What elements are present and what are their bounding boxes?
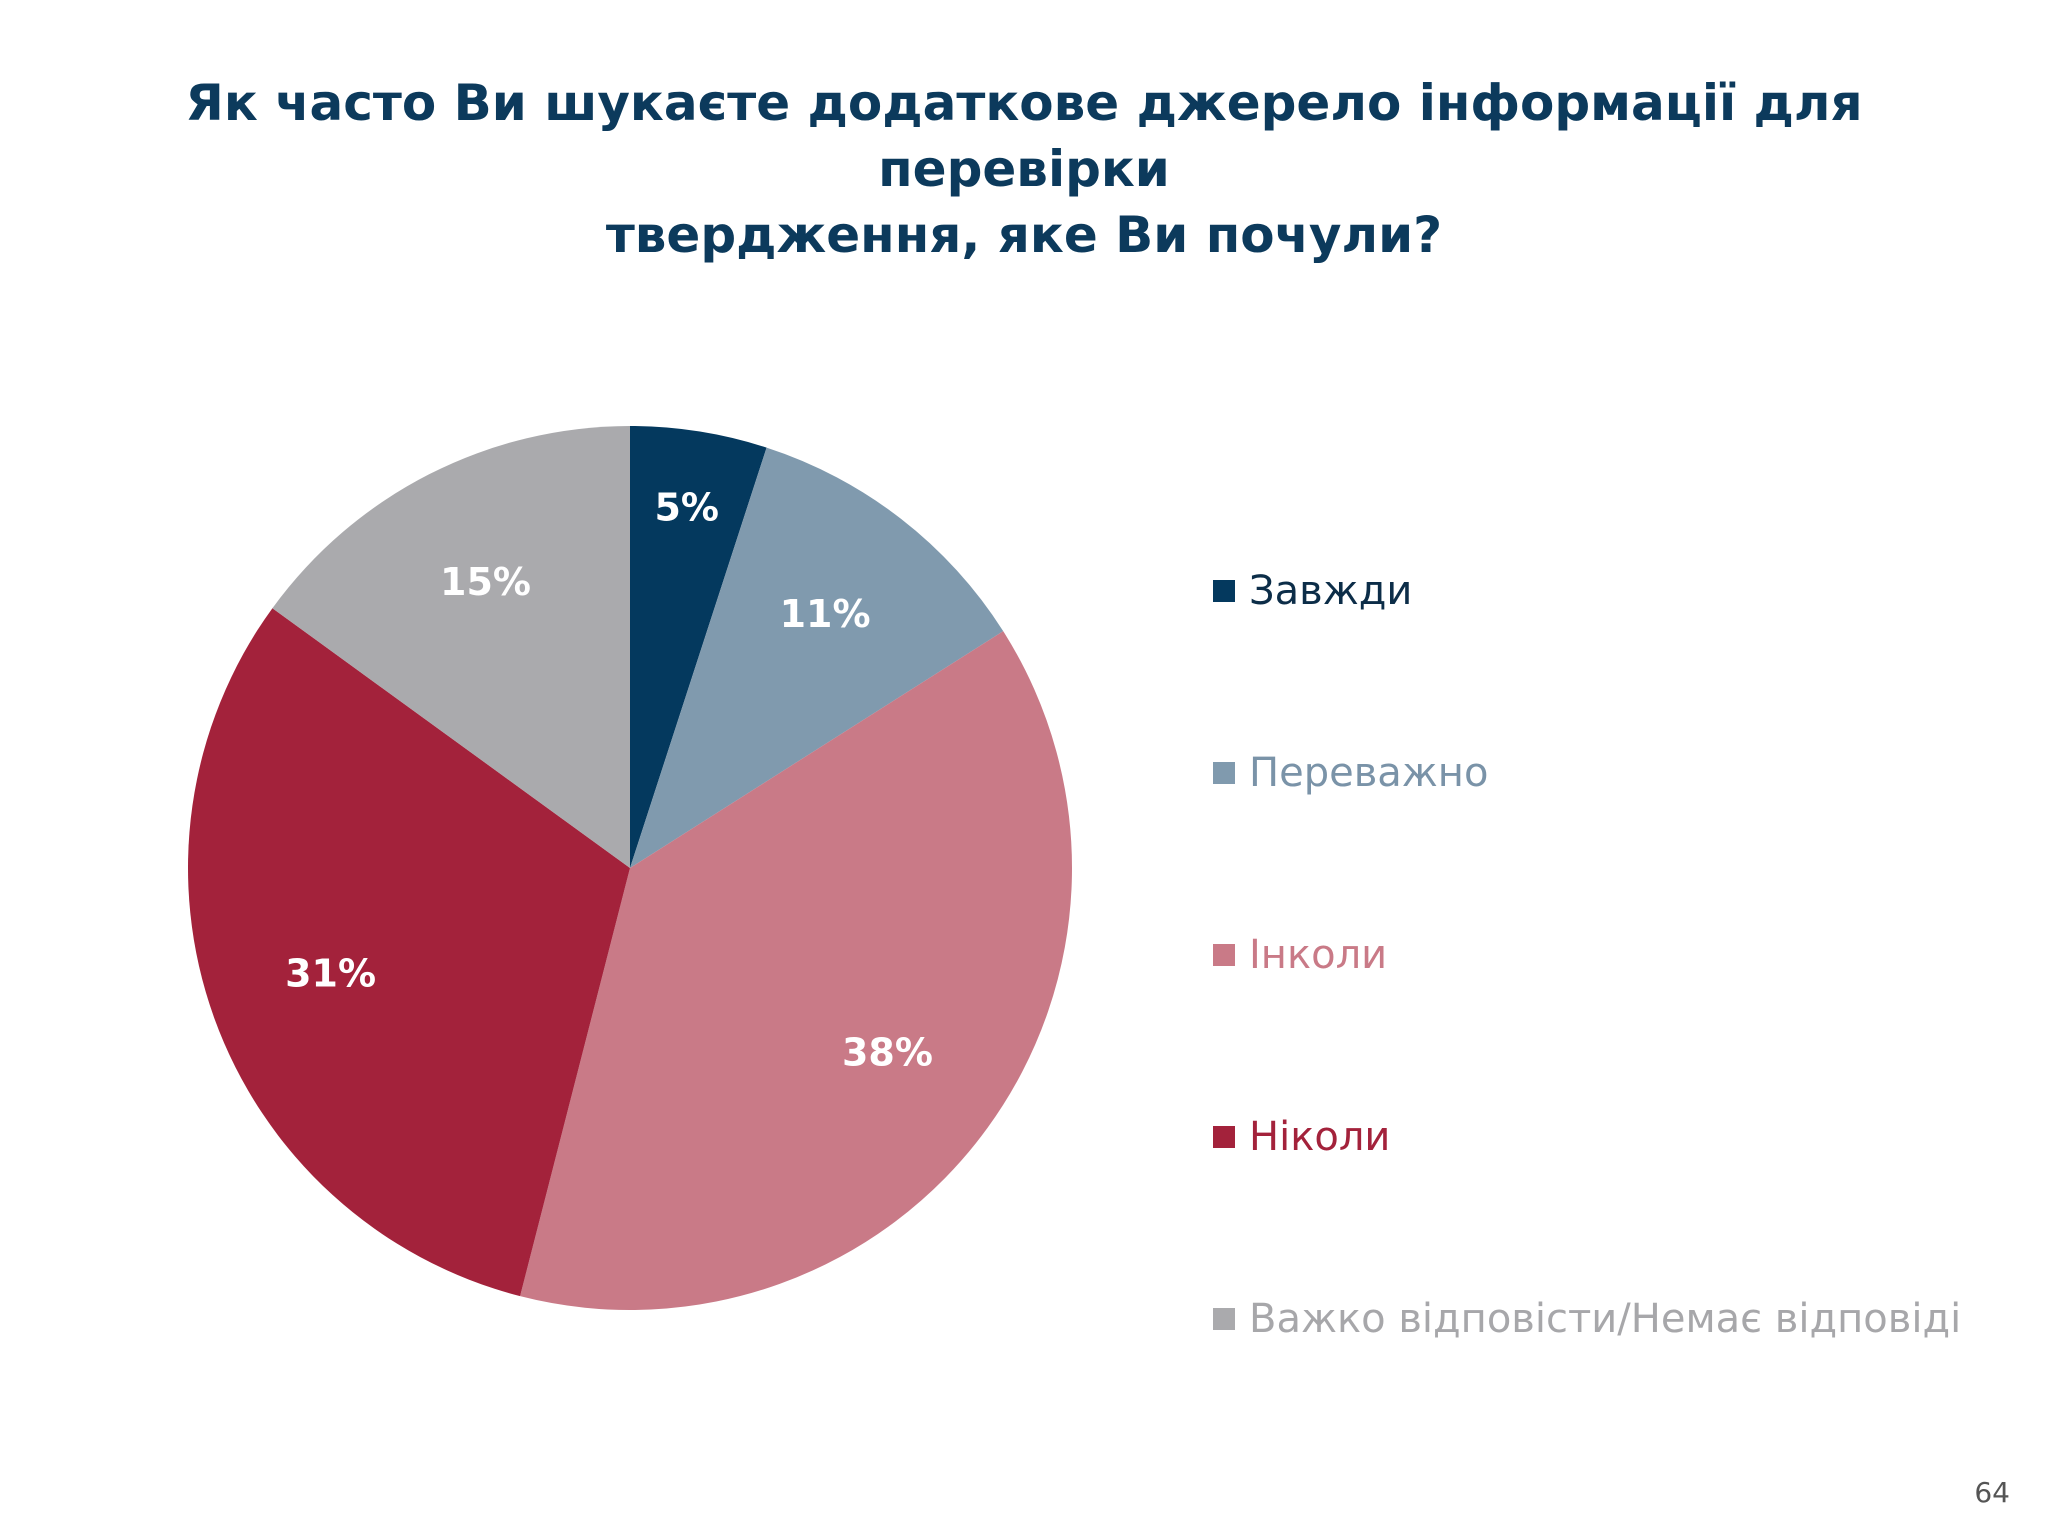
data-label-never: 31% xyxy=(285,951,376,995)
legend-swatch xyxy=(1213,944,1235,966)
data-label-hard-to-answer: 15% xyxy=(440,560,531,604)
pie-slice-mostly xyxy=(630,447,1004,868)
legend-item-always: Завжди xyxy=(1213,500,1961,682)
pie-slice-hard-to-answer xyxy=(272,426,630,868)
legend-item-mostly: Переважно xyxy=(1213,682,1961,864)
chart-title-line-2: твердження, яке Ви почули? xyxy=(605,206,1443,264)
legend-item-hard-to-answer: Важко відповісти/Немає відповіді xyxy=(1213,1228,1961,1410)
chart-title: Як часто Ви шукаєте додаткове джерело ін… xyxy=(60,70,1988,268)
data-label-always: 5% xyxy=(654,486,719,530)
data-label-sometimes: 38% xyxy=(842,1031,933,1075)
legend-item-sometimes: Інколи xyxy=(1213,864,1961,1046)
legend-label: Інколи xyxy=(1249,932,1388,978)
legend-swatch xyxy=(1213,580,1235,602)
pie-slice-never xyxy=(187,608,630,1297)
legend-label: Важко відповісти/Немає відповіді xyxy=(1249,1296,1962,1342)
legend-label: Завжди xyxy=(1249,568,1413,614)
page-number: 64 xyxy=(1974,1476,2010,1509)
chart-title-line-1: Як часто Ви шукаєте додаткове джерело ін… xyxy=(185,74,1863,198)
legend-swatch xyxy=(1213,1126,1235,1148)
legend-label: Ніколи xyxy=(1249,1114,1391,1160)
data-label-mostly: 11% xyxy=(780,592,871,636)
chart-legend: Завжди Переважно Інколи Ніколи Важко відпові… xyxy=(1213,500,1961,1410)
legend-swatch xyxy=(1213,762,1235,784)
pie-slice-sometimes xyxy=(520,631,1073,1310)
legend-swatch xyxy=(1213,1308,1235,1330)
legend-item-never: Ніколи xyxy=(1213,1046,1961,1228)
legend-label: Переважно xyxy=(1249,750,1489,796)
pie-slice-always xyxy=(630,426,767,868)
